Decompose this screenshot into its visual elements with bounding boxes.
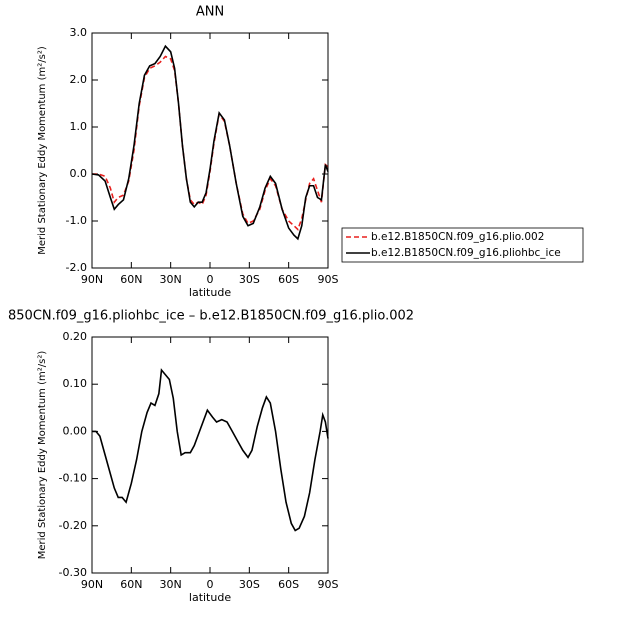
y-tick-label: 3.0 [70,26,88,39]
x-tick-label: 0 [207,578,214,591]
legend-label: b.e12.B1850CN.f09_g16.pliohbc_ice [371,247,561,259]
x-tick-label: 30N [160,273,182,286]
y-tick-label: -0.10 [59,472,87,485]
x-tick-label: 90N [81,578,103,591]
x-tick-label: 90S [318,578,339,591]
data-line [92,368,329,532]
x-tick-label: 90N [81,273,103,286]
legend-frame [341,227,584,263]
y-tick-label: 0.20 [63,330,88,343]
chart-title: ANN [196,5,224,20]
x-tick-label: 30N [160,578,182,591]
data-line [92,55,329,231]
y-tick-label: 2.0 [70,73,88,86]
legend-label: b.e12.B1850CN.f09_g16.plio.002 [371,231,544,243]
data-line [91,44,329,241]
y-tick-label: -0.30 [59,566,87,579]
y-tick-label: 1.0 [70,120,88,133]
y-axis-label: Merid Stationary Eddy Momentum (m²/s²) [37,351,48,560]
plot-frame [91,336,329,574]
x-tick-label: 0 [207,273,214,286]
x-axis-label: latitude [189,286,231,299]
chart-title: 850CN.f09_g16.pliohbc_ice – b.e12.B1850C… [8,309,414,324]
y-tick-label: -0.20 [59,519,87,532]
y-tick-label: 0.0 [70,167,88,180]
x-axis-label: latitude [189,591,231,604]
x-tick-label: 60N [120,578,142,591]
y-tick-label: -2.0 [66,261,87,274]
x-tick-label: 90S [318,273,339,286]
x-tick-label: 30S [239,273,260,286]
y-tick-label: 0.00 [63,424,88,437]
x-tick-label: 30S [239,578,260,591]
x-tick-label: 60S [278,273,299,286]
y-axis-label: Merid Stationary Eddy Momentum (m²/s²) [37,46,48,255]
y-tick-label: -1.0 [66,214,87,227]
x-tick-label: 60N [120,273,142,286]
plot-frame [91,32,329,269]
y-tick-label: 0.10 [63,377,88,390]
x-tick-label: 60S [278,578,299,591]
